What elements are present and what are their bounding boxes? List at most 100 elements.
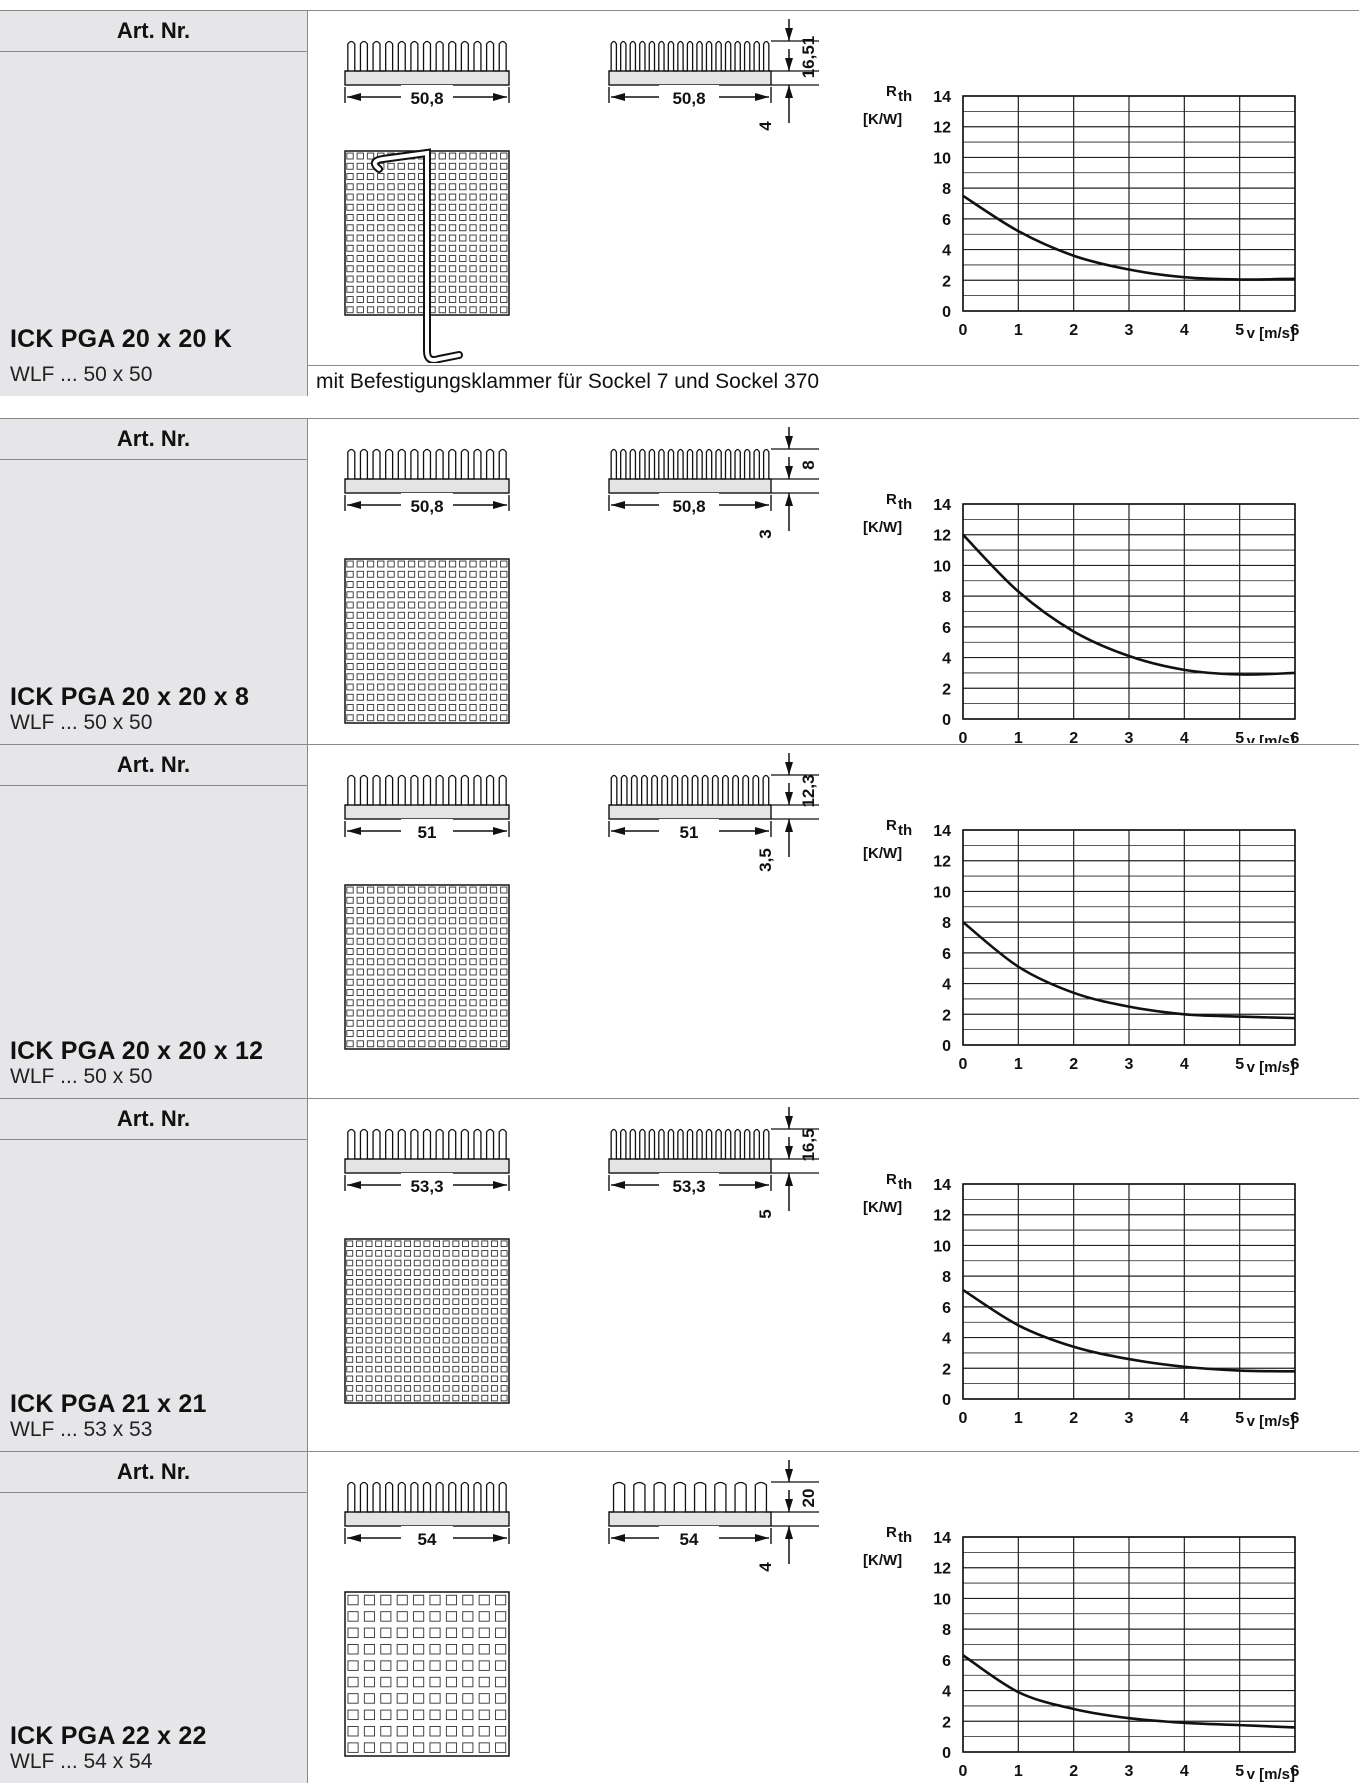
width-dimension-label: 53,3 — [410, 1177, 443, 1196]
x-tick-label: 0 — [959, 1410, 968, 1427]
art-nr-header: Art. Nr. — [0, 1452, 307, 1493]
x-tick-label: 2 — [1069, 1056, 1078, 1073]
side-profile-drawing: 53,3 16,5 5 — [608, 1107, 819, 1219]
x-tick-label: 2 — [1069, 322, 1078, 339]
y-tick-label: 12 — [933, 1208, 951, 1225]
x-tick-label: 1 — [1014, 1056, 1023, 1073]
x-tick-label: 1 — [1014, 1763, 1023, 1780]
width-dimension-label: 50,8 — [672, 497, 705, 516]
y-tick-label: 2 — [942, 1007, 951, 1024]
x-tick-label: 3 — [1125, 322, 1134, 339]
product-subtitle: WLF ... 53 x 53 — [10, 1418, 153, 1441]
x-tick-label: 6 — [1291, 730, 1300, 743]
product-name: ICK PGA 20 x 20 x 12 — [10, 1037, 264, 1065]
art-nr-header: Art. Nr. — [0, 745, 307, 786]
x-tick-label: 5 — [1235, 322, 1244, 339]
product-subtitle: WLF ... 50 x 50 — [10, 1065, 153, 1088]
base-dimension-label: 3 — [756, 529, 775, 538]
x-tick-label: 4 — [1180, 322, 1189, 339]
width-dimension-label: 50,8 — [410, 497, 443, 516]
height-dimension-label: 16,5 — [799, 1128, 818, 1161]
y-tick-label: 10 — [933, 1238, 951, 1255]
width-dimension-label: 51 — [680, 823, 699, 842]
y-tick-label: 0 — [942, 1392, 951, 1409]
product-name: ICK PGA 21 x 21 — [10, 1390, 207, 1418]
x-tick-label: 5 — [1235, 1410, 1244, 1427]
x-tick-label: 1 — [1014, 322, 1023, 339]
art-nr-header: Art. Nr. — [0, 11, 307, 52]
side-profile-drawing: 50,8 8 3 — [608, 427, 819, 539]
rth-curve — [962, 533, 1296, 676]
product-row: Art. Nr. ICK PGA 20 x 20 x 12 WLF ... 50 x… — [0, 744, 1359, 1098]
y-tick-label: 2 — [942, 681, 951, 698]
x-tick-label: 3 — [1125, 1763, 1134, 1780]
y-tick-label: 12 — [933, 1561, 951, 1578]
height-dimension-label: 12,3 — [799, 774, 818, 807]
x-tick-label: 4 — [1180, 730, 1189, 743]
x-tick-label: 3 — [1125, 1410, 1134, 1427]
rth-curve — [962, 194, 1296, 281]
y-axis-unit: [K/W] — [863, 845, 902, 862]
y-tick-label: 14 — [933, 823, 951, 840]
width-dimension-label: 53,3 — [672, 1177, 705, 1196]
x-tick-label: 0 — [959, 730, 968, 743]
product-subtitle: WLF ... 50 x 50 — [10, 711, 153, 734]
front-profile-drawing: 53,3 — [344, 1128, 510, 1196]
y-tick-label: 8 — [942, 1622, 951, 1639]
width-dimension-label: 50,8 — [672, 89, 705, 108]
x-axis-label: v [m/s] — [1247, 733, 1295, 743]
y-tick-label: 4 — [942, 1684, 951, 1701]
product-name: ICK PGA 22 x 22 — [10, 1722, 207, 1750]
side-profile-drawing: 51 12,3 3,5 — [608, 753, 819, 872]
y-tick-label: 8 — [942, 1269, 951, 1286]
width-dimension-label: 51 — [418, 823, 437, 842]
x-axis-label: v [m/s] — [1247, 1059, 1295, 1076]
y-tick-label: 0 — [942, 304, 951, 321]
x-axis-label: v [m/s] — [1247, 1766, 1295, 1782]
y-tick-label: 12 — [933, 854, 951, 871]
product-label-column: Art. Nr. ICK PGA 20 x 20 x 12 WLF ... 50 x… — [0, 745, 308, 1098]
y-tick-label: 10 — [933, 1591, 951, 1608]
x-tick-label: 6 — [1291, 1056, 1300, 1073]
y-tick-label: 8 — [942, 589, 951, 606]
product-subtitle: WLF ... 54 x 54 — [10, 1750, 153, 1773]
top-view-pin-grid — [344, 884, 510, 1050]
y-tick-label: 6 — [942, 1653, 951, 1670]
x-tick-label: 3 — [1125, 1056, 1134, 1073]
base-dimension-label: 3,5 — [756, 848, 775, 872]
y-tick-label: 14 — [933, 497, 951, 514]
y-tick-label: 6 — [942, 1300, 951, 1317]
y-tick-label: 2 — [942, 273, 951, 290]
x-tick-label: 5 — [1235, 730, 1244, 743]
y-tick-label: 4 — [942, 243, 951, 260]
x-tick-label: 6 — [1291, 1410, 1300, 1427]
y-tick-label: 12 — [933, 120, 951, 137]
y-tick-label: 4 — [942, 1331, 951, 1348]
front-profile-drawing: 51 — [344, 774, 510, 842]
y-axis-unit: [K/W] — [863, 1199, 902, 1216]
x-tick-label: 2 — [1069, 1410, 1078, 1427]
y-tick-label: 4 — [942, 977, 951, 994]
product-subtitle: WLF ... 50 x 50 — [10, 363, 153, 386]
x-tick-label: 0 — [959, 322, 968, 339]
y-axis-label-subscript: th — [898, 88, 912, 105]
y-tick-label: 14 — [933, 1177, 951, 1194]
top-view-pin-grid — [344, 1591, 510, 1757]
y-tick-label: 12 — [933, 528, 951, 545]
x-tick-label: 4 — [1180, 1056, 1189, 1073]
y-tick-label: 8 — [942, 181, 951, 198]
y-axis-label: R — [886, 1524, 897, 1541]
product-label-column: Art. Nr. ICK PGA 21 x 21 WLF ... 53 x 53 — [0, 1099, 308, 1451]
x-tick-label: 6 — [1291, 322, 1300, 339]
x-tick-label: 1 — [1014, 1410, 1023, 1427]
y-axis-label: R — [886, 817, 897, 834]
y-tick-label: 10 — [933, 558, 951, 575]
product-name: ICK PGA 20 x 20 K — [10, 325, 233, 353]
